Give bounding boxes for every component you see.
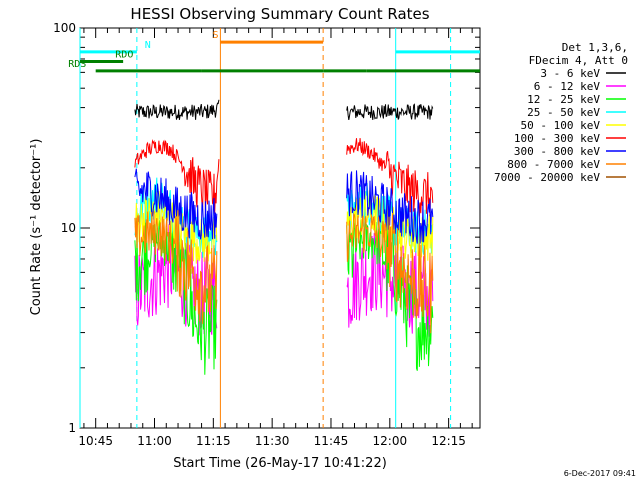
legend-entry-label: 7000 - 20000 keV (494, 171, 600, 184)
legend-entry-label: 300 - 800 keV (514, 145, 600, 158)
legend-entry-label: 100 - 300 keV (514, 132, 600, 145)
series-line (134, 139, 220, 214)
generation-date: 6-Dec-2017 09:41 (564, 469, 636, 478)
flag-label-rdo: RDO (115, 49, 133, 60)
series-line (346, 212, 434, 334)
series-line (346, 182, 434, 255)
legend-entry-label: 50 - 100 keV (521, 119, 601, 132)
x-tick-label: 12:00 (373, 434, 408, 448)
plot-area: 1 10 100 10:45 11:00 11:15 11:30 11:45 12:00 12:1… (53, 21, 481, 448)
y-tick-label: 100 (53, 21, 76, 35)
legend-entry-label: 25 - 50 keV (527, 106, 600, 119)
y-axis-label: Count Rate (s⁻¹ detector⁻¹) (29, 139, 44, 316)
series-line (134, 168, 218, 240)
legend-entry-label: 800 - 7000 keV (507, 158, 600, 171)
y-tick-label: 1 (68, 421, 76, 435)
x-tick-label: 11:00 (137, 434, 172, 448)
x-tick-label: 11:15 (196, 434, 231, 448)
y-tick-label: 10 (61, 221, 76, 235)
x-tick-label: 11:45 (314, 434, 349, 448)
flag-label-n: N (145, 40, 151, 51)
flag-label-s: S (213, 30, 219, 41)
series-line (346, 103, 434, 120)
series-line (134, 99, 220, 120)
x-axis-label: Start Time (26-May-17 10:41:22) (173, 456, 387, 471)
legend-entry-label: 3 - 6 keV (540, 67, 600, 80)
x-tick-label: 11:30 (255, 434, 290, 448)
legend-header-line: FDecim 4, Att 0 (529, 54, 628, 67)
series-line (346, 170, 434, 244)
legend-entry-label: 12 - 25 keV (527, 93, 600, 106)
legend-header-line: Det 1,3,6, (562, 41, 628, 54)
flag-label-rds: RDS (68, 59, 86, 70)
chart-title: HESSI Observing Summary Count Rates (130, 5, 429, 23)
legend-entry-label: 6 - 12 keV (534, 80, 601, 93)
series-line (134, 210, 218, 324)
x-tick-label: 10:45 (78, 434, 113, 448)
x-tick-label: 12:15 (431, 434, 466, 448)
